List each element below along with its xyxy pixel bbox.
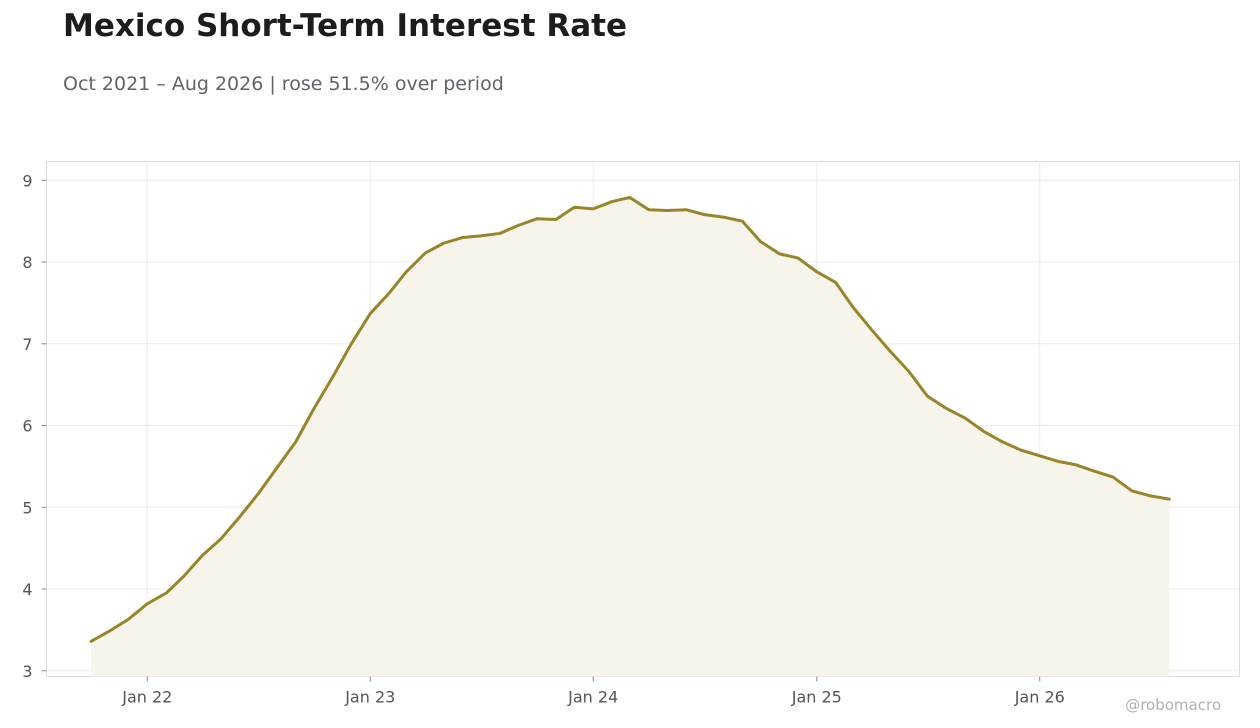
y-tick-label: 8 [22,253,32,272]
x-tick-label: Jan 23 [344,688,395,707]
series-line [89,195,1171,643]
watermark: @robomacro [1125,696,1221,714]
y-tick-label: 7 [22,335,32,354]
x-tick-label: Jan 25 [791,688,842,707]
y-tick-labels: 3 4 5 6 7 8 9 [22,171,47,681]
chart-title: Mexico Short-Term Interest Rate [63,8,627,44]
y-tick-label: 5 [22,498,32,517]
x-tick-labels: Jan 22 Jan 23 Jan 24 Jan 25 Jan 26 [121,676,1065,707]
x-tick-label: Jan 24 [567,688,618,707]
area-fill [91,197,1170,677]
y-tick-label: 6 [22,417,32,436]
chart-subtitle: Oct 2021 – Aug 2026 | rose 51.5% over pe… [63,73,504,95]
y-tick-label: 3 [22,662,32,681]
y-tick-label: 9 [22,171,32,190]
y-tick-label: 4 [22,580,32,599]
x-tick-label: Jan 26 [1014,688,1065,707]
x-tick-label: Jan 22 [121,688,172,707]
